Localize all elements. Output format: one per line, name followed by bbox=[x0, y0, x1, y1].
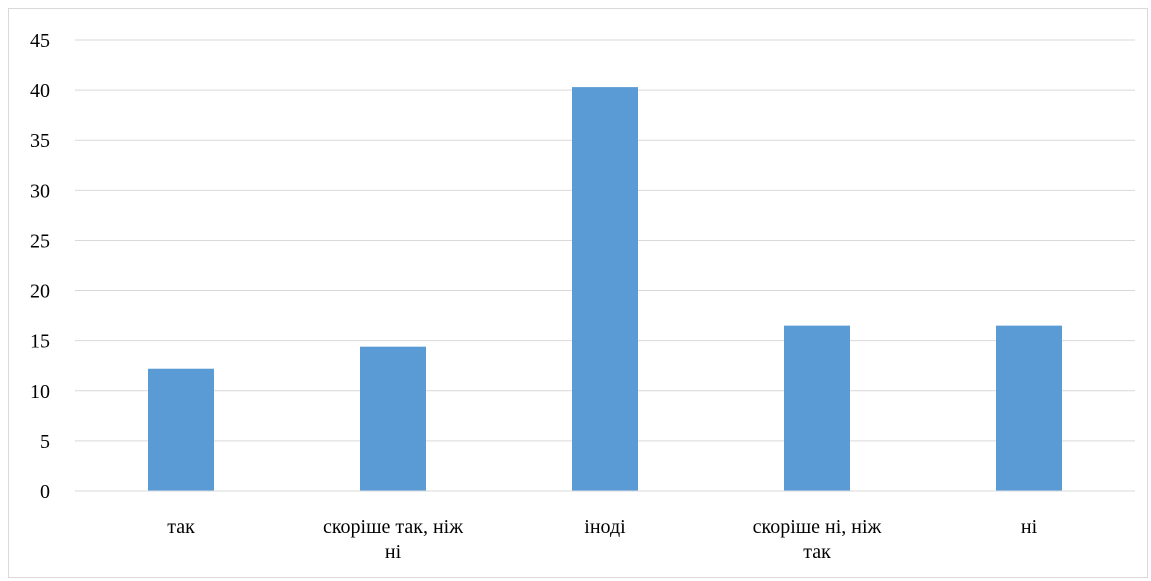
x-category-label-line: іноді bbox=[584, 516, 626, 538]
bar bbox=[360, 346, 426, 491]
x-category-label: скоріше ні, ніж так bbox=[753, 516, 882, 563]
x-category-label-line: скоріше так, ніж bbox=[323, 516, 463, 538]
x-category-label-line: так bbox=[803, 541, 831, 563]
x-category-label: так bbox=[167, 516, 195, 538]
y-axis-tick-labels: 0 5 10 15 20 25 30 35 40 45 bbox=[30, 30, 50, 503]
y-tick-label: 40 bbox=[30, 80, 50, 102]
x-axis-category-labels: так скоріше так, ніж ні іноді скоріше ні, ні… bbox=[167, 516, 1037, 563]
x-category-label-line: ні bbox=[1021, 516, 1038, 538]
bar bbox=[784, 325, 850, 491]
bar bbox=[148, 368, 214, 491]
y-tick-label: 45 bbox=[30, 30, 50, 52]
x-category-label-line: ні bbox=[385, 541, 402, 563]
y-tick-label: 5 bbox=[40, 431, 50, 453]
y-tick-label: 25 bbox=[30, 230, 50, 252]
bars bbox=[148, 87, 1062, 492]
y-tick-label: 0 bbox=[40, 481, 50, 503]
x-category-label: скоріше так, ніж ні bbox=[323, 516, 463, 563]
y-tick-label: 15 bbox=[30, 331, 50, 353]
bar bbox=[572, 87, 638, 492]
y-tick-label: 20 bbox=[30, 281, 50, 303]
y-tick-label: 10 bbox=[30, 381, 50, 403]
x-category-label-line: так bbox=[167, 516, 195, 538]
x-category-label-line: скоріше ні, ніж bbox=[753, 516, 882, 538]
y-tick-label: 30 bbox=[30, 180, 50, 202]
y-tick-label: 35 bbox=[30, 130, 50, 152]
bar bbox=[996, 325, 1062, 491]
x-category-label: ні bbox=[1021, 516, 1038, 538]
x-category-label: іноді bbox=[584, 516, 626, 538]
